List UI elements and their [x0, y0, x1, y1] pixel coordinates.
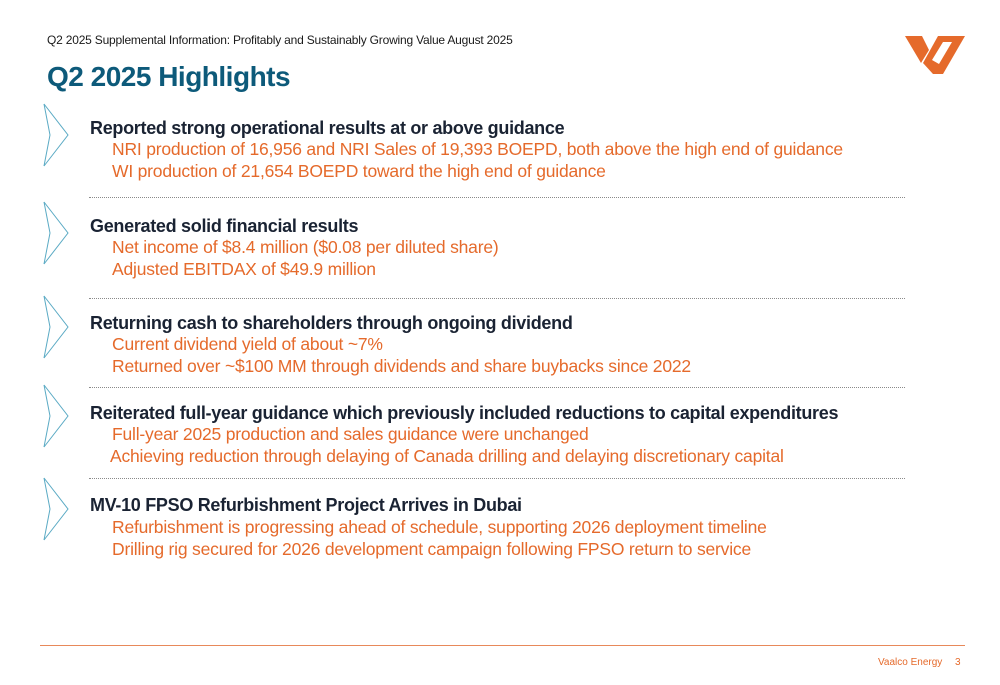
section-heading: MV-10 FPSO Refurbishment Project Arrives… — [90, 495, 522, 515]
section-divider — [89, 478, 905, 479]
footer-company: Vaalco Energy — [878, 657, 943, 668]
section-divider — [89, 298, 905, 299]
section-divider — [89, 197, 905, 198]
section-bullet: Current dividend yield of about ~7% — [112, 334, 383, 354]
section-bullet: Achieving reduction through delaying of … — [110, 446, 784, 466]
page-title: Q2 2025 Highlights — [47, 61, 291, 92]
chevron-right-icon — [43, 477, 69, 541]
section-bullet: Full-year 2025 production and sales guid… — [112, 424, 589, 444]
section-bullet: WI production of 21,654 BOEPD toward the… — [112, 161, 606, 181]
chevron-right-icon — [43, 201, 69, 265]
section-heading: Returning cash to shareholders through o… — [90, 313, 573, 333]
section-heading: Reported strong operational results at o… — [90, 118, 565, 138]
page-number: 3 — [955, 657, 961, 668]
section-bullet: Drilling rig secured for 2026 developmen… — [112, 539, 751, 559]
section-heading: Reiterated full-year guidance which prev… — [90, 403, 839, 423]
section-bullet: NRI production of 16,956 and NRI Sales o… — [112, 139, 843, 159]
section-bullet: Adjusted EBITDAX of $49.9 million — [112, 259, 376, 279]
section-heading: Generated solid financial results — [90, 216, 359, 236]
section-bullet: Returned over ~$100 MM through dividends… — [112, 356, 691, 376]
section-bullet: Refurbishment is progressing ahead of sc… — [112, 517, 767, 537]
section-bullet: Net income of $8.4 million ($0.08 per di… — [112, 237, 499, 257]
vaalco-logo-icon — [905, 36, 965, 74]
chevron-right-icon — [43, 103, 69, 167]
header-text: Q2 2025 Supplemental Information: Profit… — [47, 33, 513, 47]
chevron-right-icon — [43, 384, 69, 448]
footer-divider — [40, 645, 965, 646]
section-divider — [89, 387, 905, 388]
chevron-right-icon — [43, 295, 69, 359]
